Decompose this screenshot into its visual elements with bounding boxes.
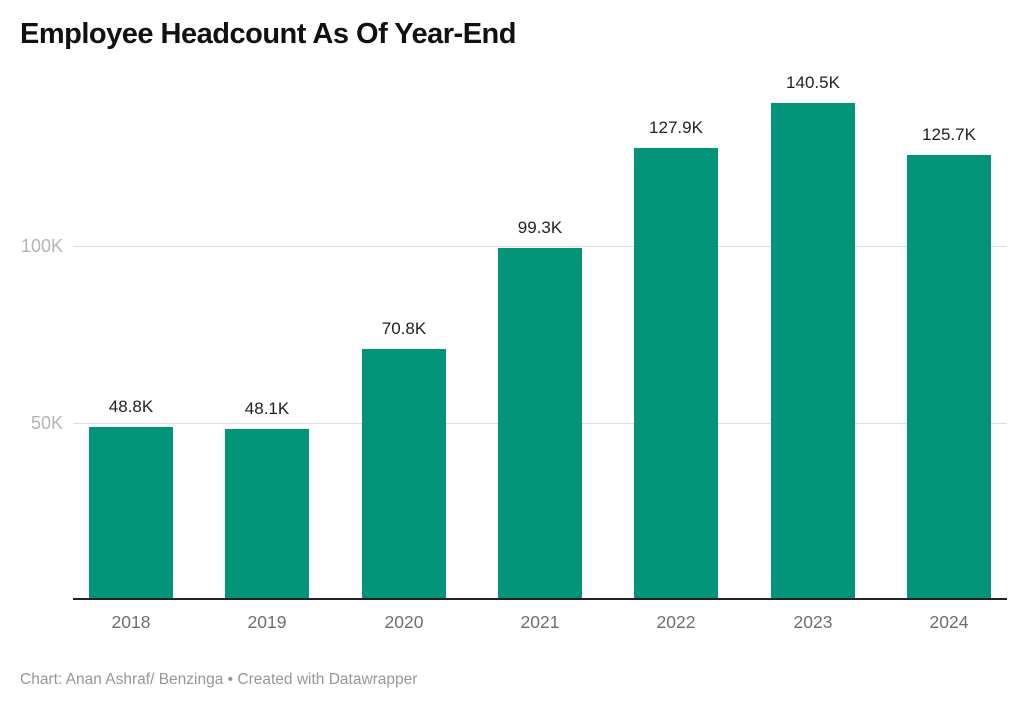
x-tick-label-2019: 2019	[247, 612, 287, 632]
gridline-100K	[73, 246, 1007, 247]
bar-value-label-2019: 48.1K	[244, 399, 290, 418]
bar-value-label-2024: 125.7K	[922, 125, 976, 144]
x-tick-label-2018: 2018	[111, 612, 151, 632]
x-tick-label-2022: 2022	[656, 612, 696, 632]
bar-2018	[89, 427, 173, 599]
bar-value-label-2022: 127.9K	[649, 118, 703, 137]
bar-2020	[362, 349, 446, 599]
chart-credit: Chart: Anan Ashraf/ Benzinga • Created w…	[20, 671, 418, 688]
x-tick-label-2023: 2023	[793, 612, 833, 632]
bar-2021	[498, 248, 582, 599]
x-axis-line	[73, 598, 1007, 600]
bar-value-label-2023: 140.5K	[786, 73, 840, 92]
bar-value-label-2018: 48.8K	[108, 397, 154, 416]
bar-value-label-2020: 70.8K	[381, 319, 427, 338]
x-tick-label-2021: 2021	[520, 612, 560, 632]
chart-title: Employee Headcount As Of Year-End	[20, 18, 516, 50]
y-tick-label-100K: 100K	[20, 236, 63, 256]
bar-value-label-2021: 99.3K	[517, 218, 563, 237]
x-tick-label-2020: 2020	[384, 612, 424, 632]
x-tick-label-2024: 2024	[929, 612, 969, 632]
y-tick-label-50K: 50K	[30, 413, 63, 433]
bar-2022	[634, 148, 718, 599]
bar-2023	[771, 103, 855, 599]
bar-2024	[907, 155, 991, 599]
bar-2019	[225, 429, 309, 599]
